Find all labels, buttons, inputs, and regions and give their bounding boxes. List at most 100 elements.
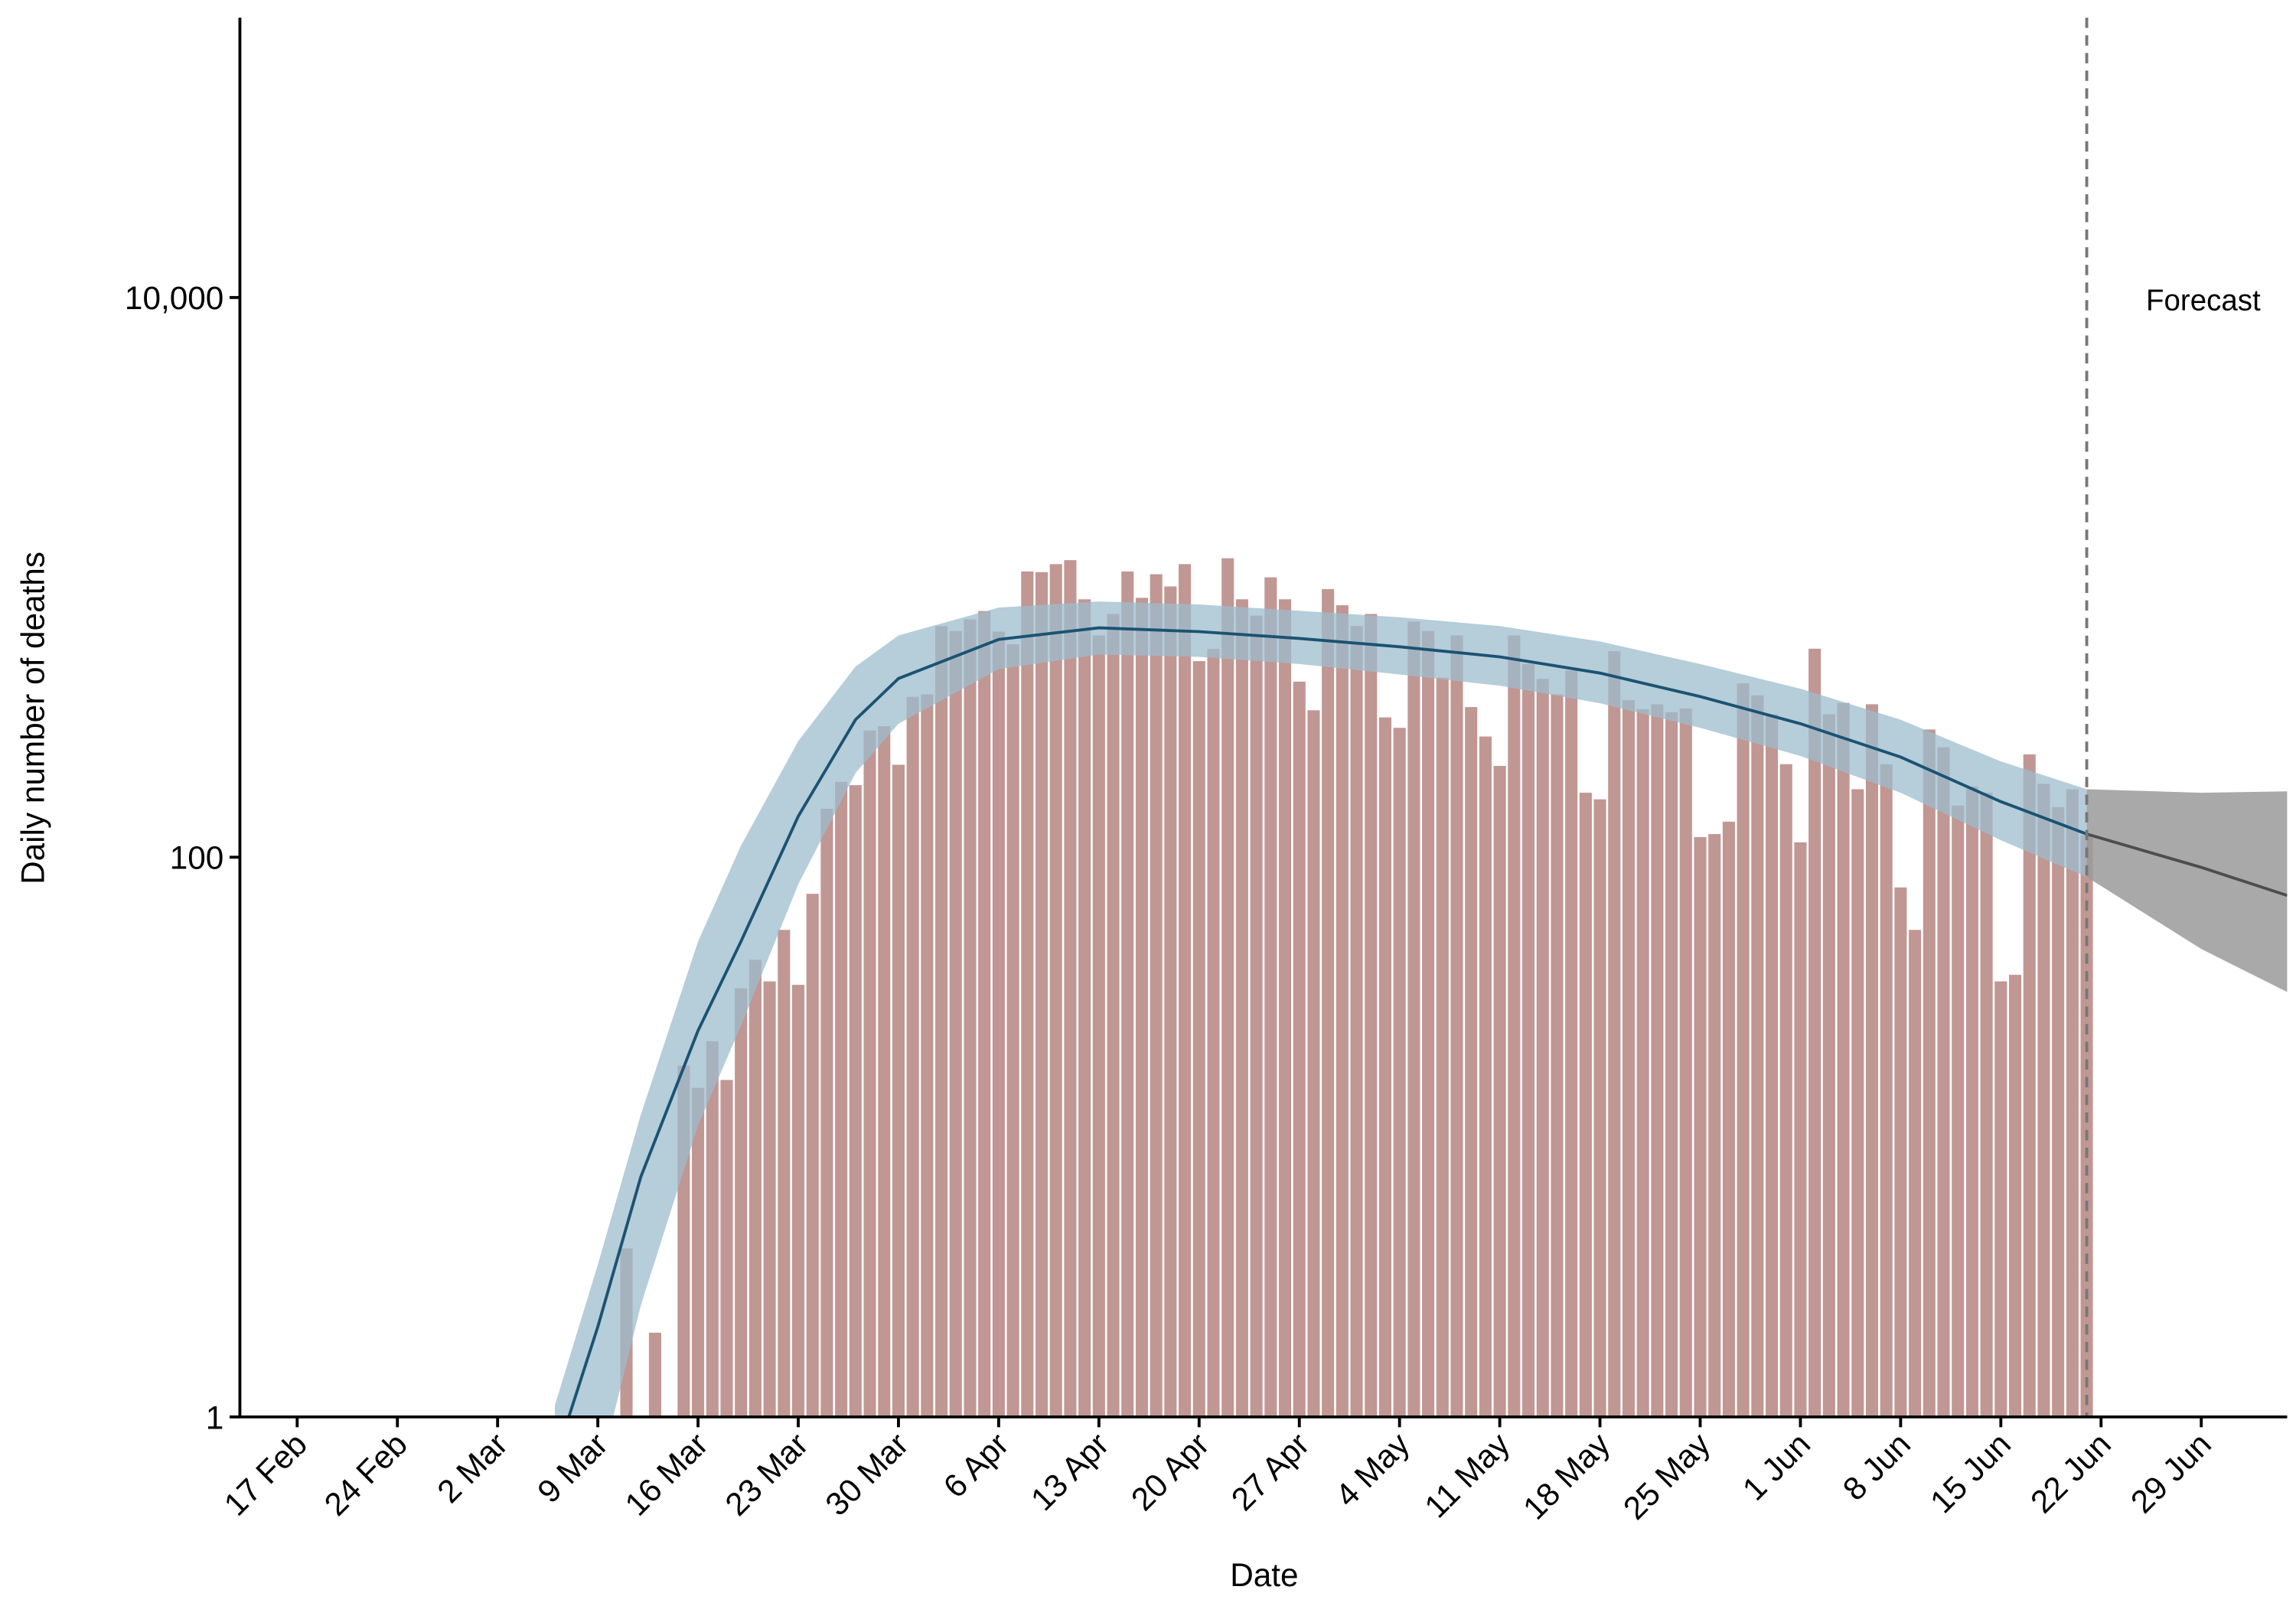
bar bbox=[1579, 793, 1592, 1417]
bar bbox=[892, 764, 905, 1417]
x-tick-label: 8 Jun bbox=[1836, 1425, 1917, 1507]
bar bbox=[1450, 635, 1463, 1417]
bar bbox=[1035, 572, 1049, 1417]
bar bbox=[1365, 614, 1378, 1417]
y-tick-label: 1 bbox=[206, 1399, 224, 1435]
x-tick-label: 29 Jun bbox=[2124, 1425, 2218, 1520]
bar bbox=[1909, 930, 1922, 1417]
bar bbox=[820, 809, 833, 1417]
forecast-annotation: Forecast bbox=[2146, 285, 2261, 318]
y-tick-label: 100 bbox=[170, 840, 224, 876]
bar bbox=[1121, 571, 1134, 1417]
y-axis-label: Daily number of deaths bbox=[15, 552, 51, 884]
x-tick-label: 17 Feb bbox=[217, 1425, 314, 1522]
bar bbox=[735, 988, 748, 1417]
bar bbox=[1508, 635, 1521, 1417]
bar bbox=[1894, 887, 1907, 1417]
x-tick-label: 23 Mar bbox=[718, 1425, 814, 1522]
x-tick-label: 15 Jun bbox=[1923, 1425, 2017, 1520]
bar bbox=[1021, 571, 1034, 1417]
bar bbox=[1751, 695, 1764, 1417]
bar bbox=[2052, 806, 2065, 1417]
bar bbox=[748, 959, 762, 1417]
bar bbox=[935, 626, 948, 1417]
bar bbox=[1264, 577, 1277, 1417]
bar bbox=[1694, 837, 1707, 1417]
bar bbox=[1307, 710, 1320, 1417]
bar bbox=[1393, 728, 1406, 1417]
bar bbox=[1851, 789, 1864, 1417]
bar bbox=[921, 694, 934, 1417]
bar bbox=[1808, 648, 1821, 1417]
bar bbox=[1880, 764, 1893, 1417]
bar bbox=[1350, 626, 1363, 1417]
bar bbox=[1465, 707, 1478, 1417]
bar bbox=[1135, 598, 1149, 1417]
bar bbox=[1436, 677, 1449, 1417]
bar bbox=[2037, 783, 2050, 1417]
bar bbox=[1765, 714, 1779, 1417]
bar bbox=[1794, 842, 1807, 1417]
bar bbox=[878, 726, 891, 1417]
bar bbox=[1107, 614, 1120, 1417]
bar bbox=[1952, 805, 1965, 1417]
bar bbox=[1665, 712, 1678, 1417]
x-tick-label: 13 Apr bbox=[1024, 1425, 1116, 1517]
bar bbox=[1722, 821, 1735, 1417]
bar bbox=[964, 619, 977, 1417]
forecast-band bbox=[2086, 789, 2288, 992]
bar bbox=[648, 1332, 661, 1417]
bar bbox=[1923, 729, 1936, 1417]
bar bbox=[1407, 621, 1420, 1417]
bar bbox=[2080, 835, 2093, 1417]
bar bbox=[1837, 702, 1850, 1417]
bar bbox=[835, 781, 848, 1417]
x-tick-label: 2 Mar bbox=[430, 1425, 514, 1510]
bar bbox=[978, 611, 991, 1417]
x-tick-label: 22 Jun bbox=[2024, 1425, 2118, 1520]
bar bbox=[1006, 643, 1019, 1417]
x-tick-label: 30 Mar bbox=[818, 1425, 915, 1522]
x-tick-label: 6 Apr bbox=[937, 1425, 1016, 1504]
bar bbox=[1235, 599, 1248, 1417]
bar bbox=[1078, 599, 1091, 1417]
bar bbox=[1865, 704, 1879, 1417]
bar bbox=[2008, 975, 2022, 1417]
x-tick-label: 9 Mar bbox=[530, 1425, 615, 1510]
bar bbox=[1565, 670, 1578, 1417]
bar bbox=[1608, 651, 1621, 1417]
x-tick-label: 11 May bbox=[1417, 1425, 1517, 1525]
bar bbox=[1622, 700, 1636, 1417]
bar bbox=[1593, 799, 1606, 1417]
bar bbox=[1937, 747, 1950, 1417]
bar bbox=[1378, 717, 1392, 1417]
forecast-line bbox=[2086, 832, 2288, 897]
bar bbox=[1651, 704, 1664, 1417]
bar bbox=[720, 1080, 733, 1417]
bar bbox=[1322, 588, 1335, 1417]
bar bbox=[706, 1041, 719, 1417]
bar bbox=[992, 631, 1005, 1417]
bar bbox=[1737, 683, 1750, 1417]
bar bbox=[1965, 786, 1978, 1417]
bar bbox=[1422, 630, 1435, 1417]
bar bbox=[1293, 681, 1306, 1417]
x-tick-label: 20 Apr bbox=[1124, 1425, 1216, 1517]
bar bbox=[791, 985, 805, 1417]
bar bbox=[1521, 663, 1535, 1417]
bar bbox=[1250, 615, 1263, 1417]
bar bbox=[949, 630, 962, 1417]
bar bbox=[1221, 558, 1234, 1417]
bar bbox=[763, 981, 776, 1417]
bar bbox=[863, 730, 876, 1417]
bar bbox=[1994, 981, 2007, 1417]
bar bbox=[1164, 586, 1177, 1417]
bar bbox=[1779, 764, 1792, 1417]
bar bbox=[2023, 754, 2036, 1417]
bar bbox=[1192, 661, 1205, 1417]
plot-area bbox=[555, 558, 2288, 1417]
x-tick-label: 4 May bbox=[1329, 1425, 1417, 1513]
bar bbox=[1336, 605, 1349, 1417]
bar bbox=[1708, 834, 1721, 1417]
